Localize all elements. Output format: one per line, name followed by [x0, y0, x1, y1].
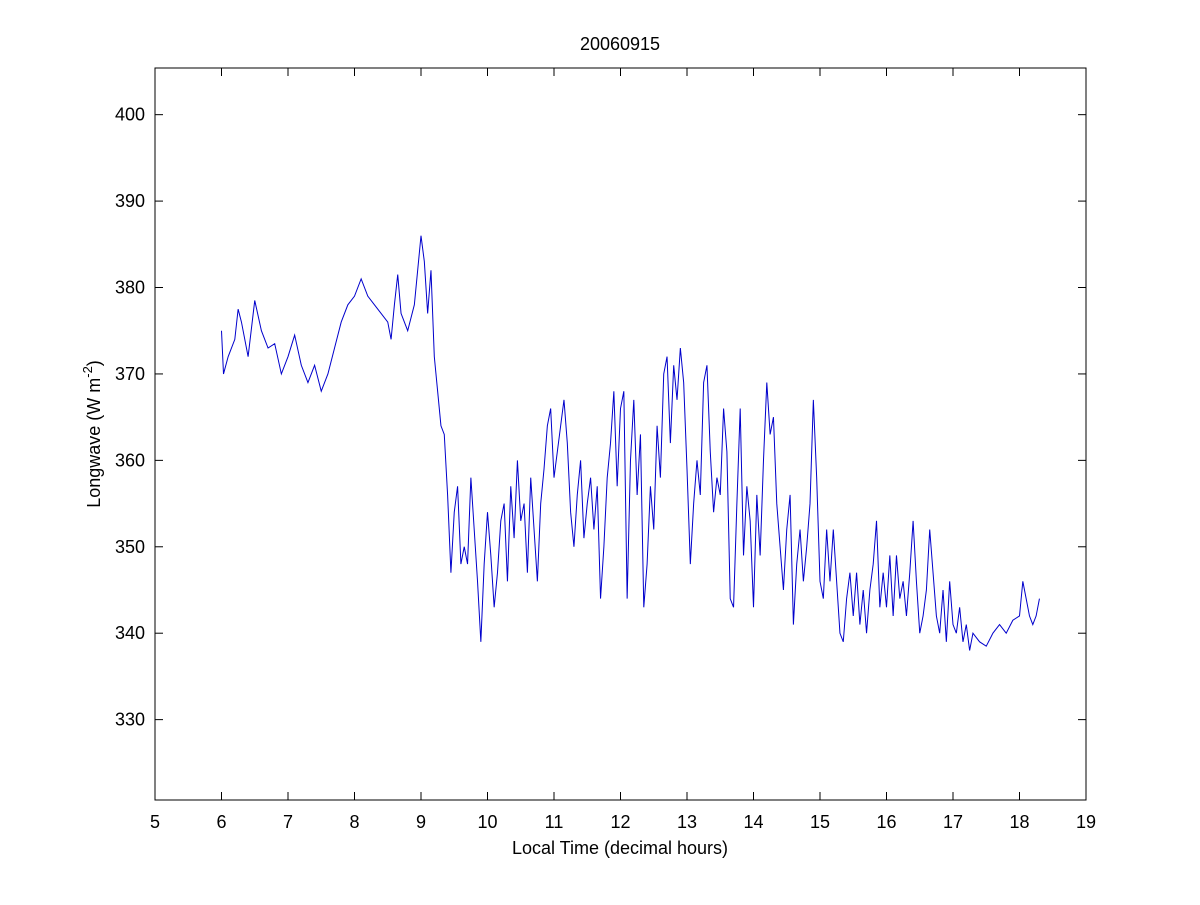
y-tick-label: 360	[115, 450, 145, 470]
y-tick-label: 350	[115, 537, 145, 557]
y-tick-label: 370	[115, 364, 145, 384]
y-axis-label-sup: -2	[80, 366, 95, 378]
x-tick-label: 9	[416, 812, 426, 832]
y-tick-label: 400	[115, 105, 145, 125]
data-line	[221, 235, 1040, 651]
x-tick-label: 14	[743, 812, 763, 832]
x-tick-label: 11	[545, 812, 564, 832]
x-axis-label: Local Time (decimal hours)	[512, 838, 728, 858]
y-axis-label: Longwave (W m-2)	[80, 360, 104, 508]
x-tick-label: 6	[216, 812, 226, 832]
y-axis-label-suffix: )	[84, 360, 104, 366]
x-tick-label: 8	[349, 812, 359, 832]
x-tick-label: 10	[477, 812, 497, 832]
x-tick-label: 12	[610, 812, 630, 832]
x-tick-label: 7	[283, 812, 293, 832]
x-tick-label: 13	[677, 812, 697, 832]
plot-box	[154, 67, 1087, 801]
x-tick-label: 18	[1009, 812, 1029, 832]
x-tick-label: 17	[943, 812, 963, 832]
x-tick-label: 15	[810, 812, 830, 832]
y-tick-label: 390	[115, 191, 145, 211]
x-tick-label: 19	[1076, 812, 1096, 832]
y-tick-label: 340	[115, 623, 145, 643]
x-tick-label: 5	[150, 812, 160, 832]
y-tick-label: 380	[115, 278, 145, 298]
y-axis-label-text: Longwave (W m	[84, 378, 104, 508]
y-tick-label: 330	[115, 710, 145, 730]
x-tick-label: 16	[876, 812, 896, 832]
chart-title: 20060915	[580, 34, 660, 54]
